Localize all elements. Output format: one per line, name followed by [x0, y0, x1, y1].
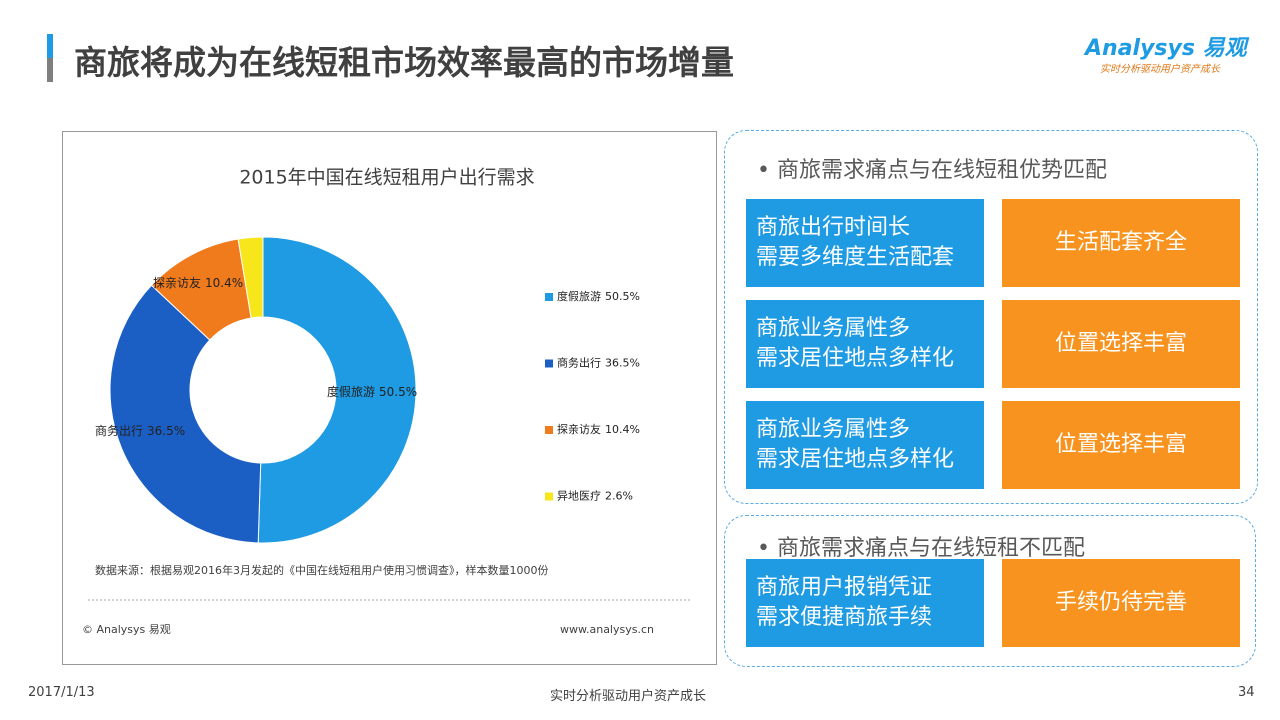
legend-swatch	[545, 359, 553, 368]
title-bar	[47, 58, 53, 82]
heading-text: 商旅需求痛点与在线短租不匹配	[776, 536, 1085, 561]
label-value: 10.4%	[205, 276, 243, 290]
legend-entry: 异地医疗 2.6%	[557, 489, 633, 503]
data-label: 商务出行 36.5%	[95, 423, 185, 438]
copyright: © Analysys 易观	[82, 623, 171, 636]
pain-point-line: 需求居住地点多样化	[756, 346, 955, 371]
footer-center: 实时分析驱动用户资产成长	[550, 689, 707, 704]
data-label: 探亲访友 10.4%	[153, 276, 243, 290]
pain-point-line: 商旅业务属性多	[756, 417, 911, 442]
label-value: 50.5%	[379, 385, 417, 399]
legend-swatch	[545, 293, 553, 301]
pain-point-line: 商旅业务属性多	[756, 316, 911, 341]
legend-swatch	[545, 426, 553, 434]
heading-text: 商旅需求痛点与在线短租优势匹配	[776, 158, 1107, 183]
section-heading: • 商旅需求痛点与在线短租优势匹配	[757, 158, 1107, 183]
advantage-box: 位置选择丰富	[1002, 300, 1240, 388]
legend-value: 2.6%	[605, 490, 633, 503]
footer-date: 2017/1/13	[28, 685, 95, 700]
label-category: 探亲访友	[153, 276, 201, 290]
pain-point-box: 商旅出行时间长需要多维度生活配套	[746, 199, 984, 287]
pain-point-box: 商旅业务属性多需求居住地点多样化	[746, 401, 984, 489]
legend-category: 度假旅游	[557, 289, 601, 303]
pain-point-box: 商旅用户报销凭证 需求便捷商旅手续	[746, 559, 984, 647]
data-label: 度假旅游 50.5%	[327, 384, 417, 399]
pain-point-line: 商旅用户报销凭证	[756, 575, 933, 600]
pain-point-line: 需要多维度生活配套	[756, 245, 955, 270]
label-category: 度假旅游	[327, 384, 375, 399]
pain-point-line: 需求便捷商旅手续	[756, 605, 933, 630]
legend-value: 50.5%	[605, 290, 640, 303]
footer-page: 34	[1238, 685, 1255, 700]
tagline: 实时分析驱动用户资产成长	[1100, 64, 1220, 75]
panel-frame	[724, 130, 1258, 504]
source-note: 数据来源：根据易观2016年3月发起的《中国在线短租用户使用习惯调查》，样本数量…	[95, 563, 548, 577]
chart: 2015年中国在线短租用户出行需求 数据来源：根据易观2016年3月发起的《中国…	[82, 167, 692, 636]
title-bar	[47, 34, 53, 58]
logo-cn: 易观	[1202, 36, 1247, 61]
advantage-box: 手续仍待完善	[1002, 559, 1240, 647]
legend-entry: 商务出行 36.5%	[557, 356, 640, 370]
website: www.analysys.cn	[560, 623, 654, 636]
legend-entry: 探亲访友 10.4%	[557, 422, 640, 436]
chart-title: 2015年中国在线短租用户出行需求	[239, 167, 534, 189]
legend-entry: 度假旅游 50.5%	[557, 289, 640, 303]
donut-segment	[109, 284, 262, 544]
legend-swatch	[545, 492, 553, 501]
slide-title: 商旅将成为在线短租市场效率最高的市场增量	[74, 43, 734, 82]
advantage-box: 生活配套齐全	[1002, 199, 1240, 287]
legend-category: 探亲访友	[557, 422, 601, 436]
donut-segment	[257, 236, 417, 544]
advantage-box: 位置选择丰富	[1002, 401, 1240, 489]
label-value: 36.5%	[147, 424, 185, 438]
chart-frame	[62, 131, 717, 665]
logo: Analysys 易观	[1085, 30, 1247, 62]
legend-value: 10.4%	[605, 423, 640, 436]
legend-category: 异地医疗	[557, 489, 601, 503]
pain-point-line: 需求居住地点多样化	[756, 447, 955, 472]
panel-frame	[724, 515, 1256, 667]
pain-point-box: 商旅业务属性多需求居住地点多样化	[746, 300, 984, 388]
legend-category: 商务出行	[557, 356, 601, 370]
label-category: 商务出行	[95, 423, 143, 438]
legend-value: 36.5%	[605, 357, 640, 370]
pain-point-line: 商旅出行时间长	[756, 215, 911, 240]
logo-text: Analysys	[1085, 36, 1195, 61]
donut-segment	[237, 236, 264, 319]
section-heading: • 商旅需求痛点与在线短租不匹配	[757, 536, 1085, 561]
